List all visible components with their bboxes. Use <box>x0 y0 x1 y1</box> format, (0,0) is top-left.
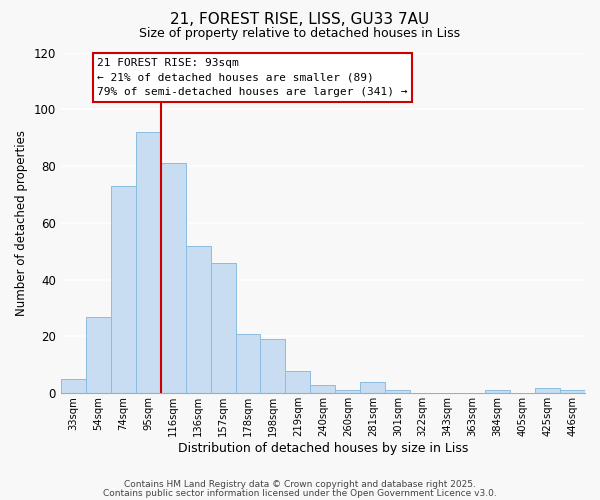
Bar <box>385 390 410 394</box>
Bar <box>111 186 136 394</box>
Bar <box>535 388 560 394</box>
Bar <box>211 262 236 394</box>
Bar <box>136 132 161 394</box>
Bar <box>286 370 310 394</box>
Text: Contains public sector information licensed under the Open Government Licence v3: Contains public sector information licen… <box>103 488 497 498</box>
Bar <box>335 390 361 394</box>
Bar <box>161 164 185 394</box>
X-axis label: Distribution of detached houses by size in Liss: Distribution of detached houses by size … <box>178 442 468 455</box>
Bar <box>61 379 86 394</box>
Bar <box>260 340 286 394</box>
Bar <box>236 334 260 394</box>
Text: Contains HM Land Registry data © Crown copyright and database right 2025.: Contains HM Land Registry data © Crown c… <box>124 480 476 489</box>
Text: Size of property relative to detached houses in Liss: Size of property relative to detached ho… <box>139 28 461 40</box>
Text: 21, FOREST RISE, LISS, GU33 7AU: 21, FOREST RISE, LISS, GU33 7AU <box>170 12 430 28</box>
Bar <box>485 390 510 394</box>
Text: 21 FOREST RISE: 93sqm
← 21% of detached houses are smaller (89)
79% of semi-deta: 21 FOREST RISE: 93sqm ← 21% of detached … <box>97 58 408 97</box>
Y-axis label: Number of detached properties: Number of detached properties <box>15 130 28 316</box>
Bar <box>86 316 111 394</box>
Bar <box>361 382 385 394</box>
Bar <box>310 385 335 394</box>
Bar <box>185 246 211 394</box>
Bar <box>560 390 585 394</box>
